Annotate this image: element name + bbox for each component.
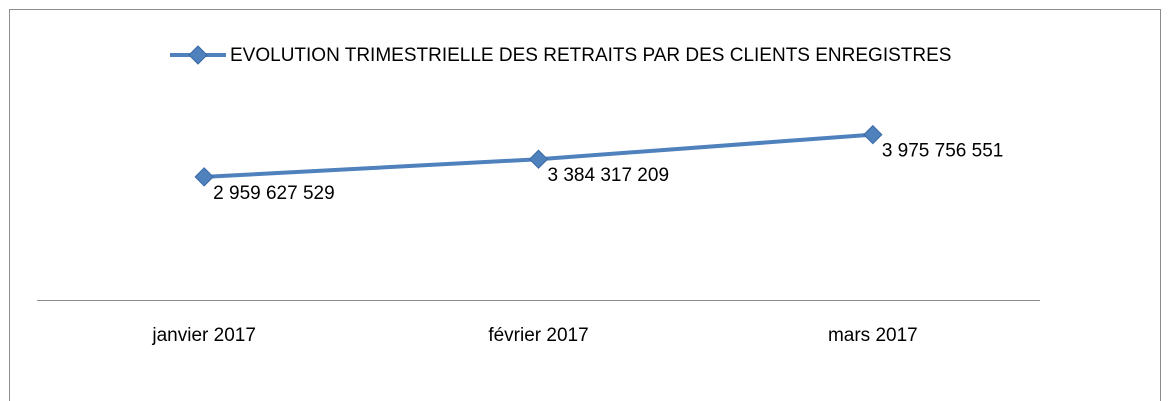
point: [528, 149, 549, 169]
data-label: 3 975 756 551: [882, 141, 1004, 162]
point: [194, 167, 214, 187]
x-tick-label: mars 2017: [828, 325, 918, 346]
data-label: 2 959 627 529: [213, 183, 335, 204]
x-tick-label: février 2017: [488, 325, 588, 346]
point: [863, 124, 883, 145]
legend-label: EVOLUTION TRIMESTRIELLE DES RETRAITS PAR…: [230, 45, 951, 66]
data-label: 3 384 317 209: [548, 165, 670, 186]
chart-border: [9, 9, 1161, 401]
x-tick-label: janvier 2017: [151, 325, 256, 346]
legend-marker: [188, 45, 208, 65]
